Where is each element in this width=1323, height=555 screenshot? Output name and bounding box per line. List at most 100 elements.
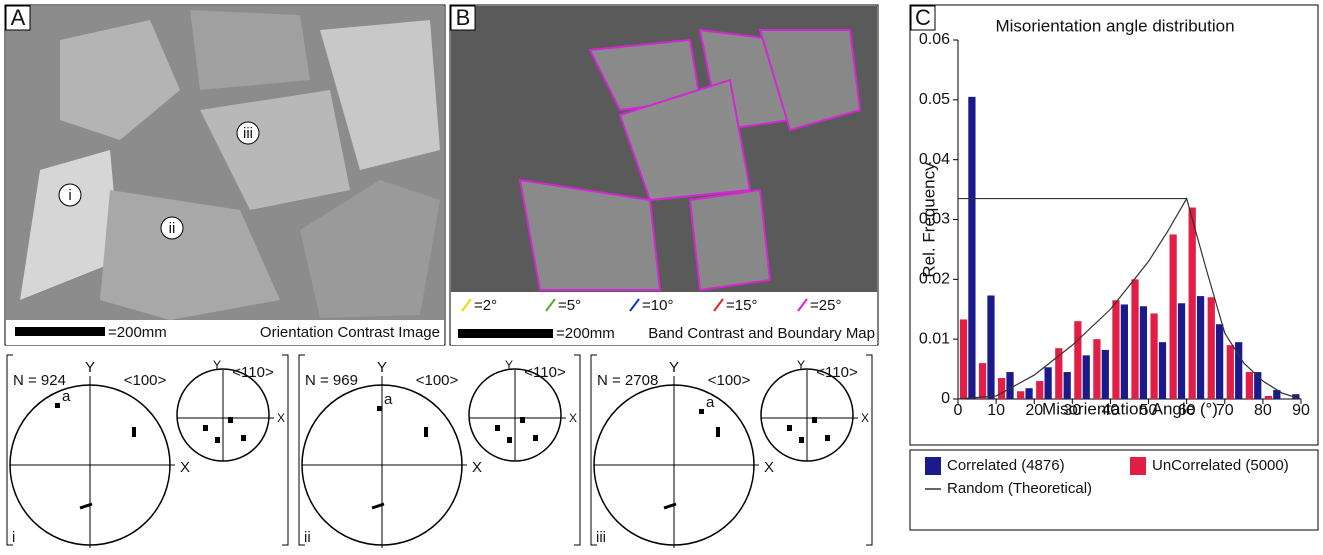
pole-blob [533,435,538,441]
point-label: a [62,388,71,405]
bar [998,378,1005,399]
inset-title: <110> [816,364,858,381]
bar [1064,372,1071,399]
y-tick-label: 0.03 [919,211,950,228]
bar [1036,381,1043,399]
bar [1083,355,1090,399]
y-tick-label: 0.04 [919,151,950,168]
bar [979,363,986,399]
pole-blob [812,417,817,423]
axis-y-label: Y [377,359,387,376]
scale-label: =200mm [556,325,615,342]
legend-label: Random (Theoretical) [947,480,1092,497]
bar [1025,388,1032,399]
axis-y-label: Y [85,359,95,376]
bar [987,295,994,399]
axis-y-label: Y [669,359,679,376]
legend-swatch [925,457,941,475]
bar [1246,372,1253,399]
pole-blob [203,425,208,431]
figure: A B C =200mm Orientation Contrast Image … [0,0,1323,550]
bar [1170,234,1177,399]
pole-blob [377,406,382,411]
grain-label: i [68,187,71,204]
bar [1159,342,1166,399]
inset-title: <110> [232,364,274,381]
chart-title: Misorientation angle distribution [995,16,1234,35]
bar [1121,304,1128,399]
pole-blob [424,427,428,437]
panel-letter: B [456,5,471,30]
main-title: <100> [124,372,167,389]
count-label: N = 2708 [597,372,658,389]
axis-x-label: X [277,411,285,425]
x-tick-label: 50 [1140,402,1158,419]
point-label: a [706,394,715,411]
bar [1074,321,1081,399]
bar [1189,208,1196,399]
bar [1227,345,1234,399]
pole-blob [825,435,830,441]
legend-label: =25° [810,297,841,314]
grain-label: ii [169,220,176,237]
pole-blob [495,425,500,431]
axis-y-label: Y [213,358,221,372]
panel-letter: A [11,5,26,30]
inset-title: <110> [524,364,566,381]
pole-blob [799,437,804,443]
pole-blob [716,427,720,437]
axis-x-label: X [764,459,774,476]
legend-label: Correlated (4876) [947,457,1065,474]
x-tick-label: 30 [1063,402,1081,419]
pole-blob [228,417,233,423]
scale-bar [15,327,105,336]
point-label: a [384,391,393,408]
count-label: N = 924 [13,372,66,389]
pole-blob [215,437,220,443]
bar [1093,339,1100,399]
y-tick-label: 0.05 [919,91,950,108]
legend-label: =5° [558,297,581,314]
pole-blob [699,409,704,414]
legend-swatch [1130,457,1146,475]
legend-label: =10° [642,297,673,314]
x-tick-label: 40 [1102,402,1120,419]
legend-label: =2° [474,297,497,314]
bar [1197,296,1204,399]
x-tick-label: 60 [1178,402,1196,419]
x-tick-label: 90 [1292,402,1310,419]
axis-x-label: X [472,459,482,476]
legend-label: =15° [726,297,757,314]
pole-blob [787,425,792,431]
pole-blob [55,403,60,408]
caption: Orientation Contrast Image [260,324,440,341]
panel-sublabel: ii [304,529,311,546]
bar [960,319,967,399]
pole-blob [132,427,136,437]
y-tick-label: 0 [941,390,950,407]
main-title: <100> [708,372,751,389]
scale-label: =200mm [108,324,167,341]
bar [1208,297,1215,399]
bar [1216,324,1223,399]
axis-y-label: Y [797,358,805,372]
pole-blob [507,437,512,443]
x-tick-label: 80 [1254,402,1272,419]
grain [190,10,310,90]
x-tick-label: 0 [954,402,963,419]
legend-label: UnCorrelated (5000) [1152,457,1289,474]
x-tick-label: 70 [1216,402,1234,419]
grain [690,190,770,290]
panel-a [5,5,445,345]
panel-b [450,5,878,345]
panel-sublabel: iii [596,529,606,546]
pole-blob [520,417,525,423]
bar [1112,300,1119,399]
grain-label: iii [243,125,253,142]
bar [1102,350,1109,399]
y-tick-label: 0.02 [919,271,950,288]
bar [1045,367,1052,399]
bar [968,97,975,399]
caption: Band Contrast and Boundary Map [648,325,875,342]
scale-bar [458,329,553,338]
